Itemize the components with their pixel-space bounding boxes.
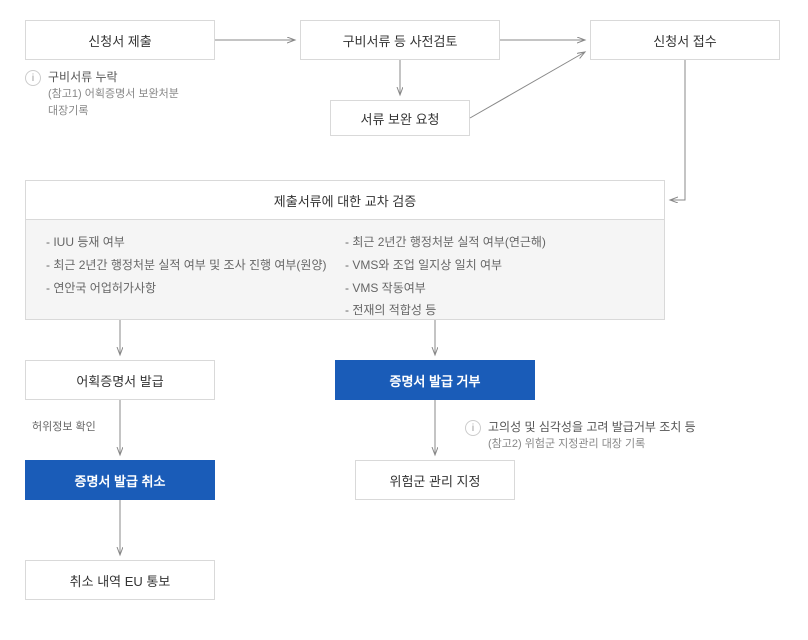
box-supplement: 서류 보완 요청 [330, 100, 470, 136]
note-missing: 구비서류 누락 (참고1) 어획증명서 보완처분 대장기록 [48, 68, 179, 119]
panel-col-2: - 최근 2년간 행정처분 실적 여부(연근해) - VMS와 조업 일지상 일… [345, 234, 644, 305]
info-icon: i [465, 420, 481, 436]
box-prereview: 구비서류 등 사전검토 [300, 20, 500, 60]
box-notify: 취소 내역 EU 통보 [25, 560, 215, 600]
info-icon: i [25, 70, 41, 86]
box-issue: 어획증명서 발급 [25, 360, 215, 400]
panel-item: - 전재의 적합성 등 [345, 302, 644, 319]
note-missing-sub2: 대장기록 [48, 103, 179, 120]
note-missing-sub1: (참고1) 어획증명서 보완처분 [48, 86, 179, 103]
panel-item: - 연안국 어업허가사항 [46, 280, 345, 297]
panel-cross-body: - IUU 등재 여부 - 최근 2년간 행정처분 실적 여부 및 조사 진행 … [25, 220, 665, 320]
panel-item: - 최근 2년간 행정처분 실적 여부(연근해) [345, 234, 644, 251]
box-cancel: 증명서 발급 취소 [25, 460, 215, 500]
box-risk: 위험군 관리 지정 [355, 460, 515, 500]
box-submit: 신청서 제출 [25, 20, 215, 60]
note-deny: 고의성 및 심각성을 고려 발급거부 조치 등 (참고2) 위험군 지정관리 대… [488, 418, 696, 453]
box-accept: 신청서 접수 [590, 20, 780, 60]
box-deny: 증명서 발급 거부 [335, 360, 535, 400]
label-falseinfo: 허위정보 확인 [32, 418, 96, 434]
panel-col-1: - IUU 등재 여부 - 최근 2년간 행정처분 실적 여부 및 조사 진행 … [46, 234, 345, 305]
panel-item: - VMS 작동여부 [345, 280, 644, 297]
panel-cross-header: 제출서류에 대한 교차 검증 [25, 180, 665, 220]
note-missing-title: 구비서류 누락 [48, 68, 179, 86]
panel-item: - IUU 등재 여부 [46, 234, 345, 251]
note-deny-title: 고의성 및 심각성을 고려 발급거부 조치 등 [488, 418, 696, 436]
note-deny-sub1: (참고2) 위험군 지정관리 대장 기록 [488, 436, 696, 453]
panel-item: - VMS와 조업 일지상 일치 여부 [345, 257, 644, 274]
panel-item: - 최근 2년간 행정처분 실적 여부 및 조사 진행 여부(원양) [46, 257, 345, 274]
